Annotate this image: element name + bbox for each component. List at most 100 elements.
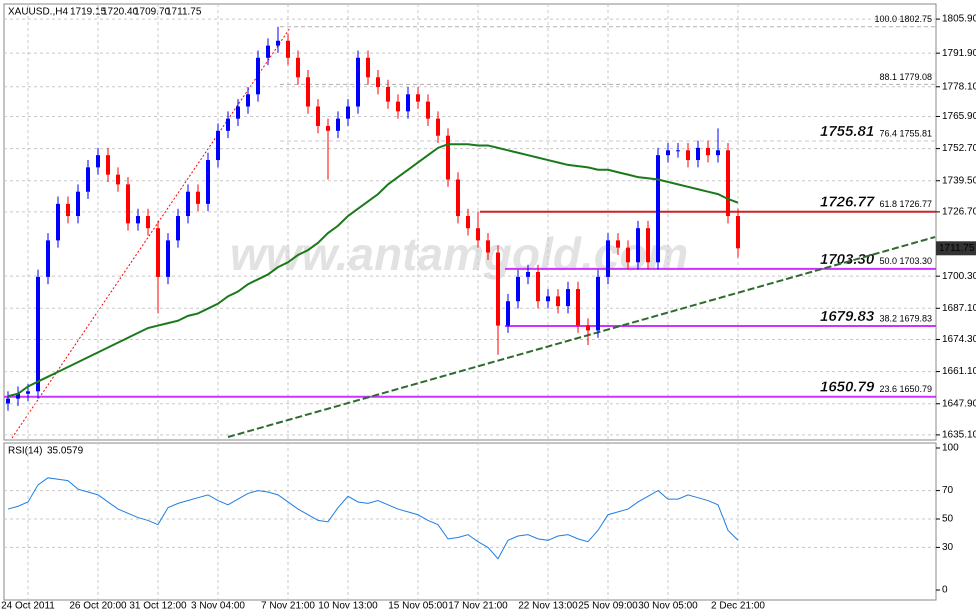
candle-body [216, 130, 220, 161]
price-tag-label: 1711.75 [939, 243, 975, 254]
candle-body [146, 216, 150, 229]
fib-ratio: 61.8 [879, 199, 897, 209]
candle-body [156, 228, 160, 277]
moving-average [7, 143, 739, 398]
fib-ratio: 23.6 [879, 384, 897, 394]
y-tick-label: 1739.50 [942, 175, 976, 186]
header-value: 1719.15 [70, 7, 107, 18]
x-tick-label: 15 Nov 05:00 [388, 601, 448, 612]
y-tick-label: 1726.70 [942, 207, 976, 218]
candle-body [6, 398, 10, 404]
fib-price: 1703.30 [899, 256, 932, 266]
candle-body [736, 216, 740, 249]
candle-body [126, 184, 130, 224]
candle-body [366, 57, 370, 78]
header-value: 1720.40 [102, 7, 139, 18]
candle-body [636, 228, 640, 263]
candle-body [116, 174, 120, 185]
candle-body [716, 150, 720, 156]
y-tick-label: 1635.10 [942, 430, 976, 441]
fib-ratio: 88.1 [879, 72, 897, 82]
candle-body [256, 57, 260, 95]
candle-body [496, 252, 500, 326]
candle-body [596, 276, 600, 331]
x-tick-label: 24 Oct 2011 [1, 601, 55, 612]
rsi-value: 35.0579 [47, 446, 84, 457]
candle-body [56, 203, 60, 241]
y-tick-label: 1805.90 [942, 14, 976, 25]
y-tick-label: 1661.10 [942, 366, 976, 377]
candle-body [556, 296, 560, 307]
candle-body [506, 301, 510, 326]
candle-body [706, 147, 710, 156]
candle-body [356, 57, 360, 107]
level-callout: 1726.77 [820, 194, 875, 211]
symbol: XAUUSD.,H4 [8, 7, 68, 18]
x-tick-label: 31 Oct 12:00 [129, 601, 187, 612]
price-tag [936, 241, 976, 256]
candle-body [486, 240, 490, 253]
fib-ratio: 76.4 [879, 128, 897, 138]
level-callout: 1703.30 [820, 251, 875, 268]
y-tick-label: 1791.90 [942, 48, 976, 59]
candle-body [26, 391, 30, 394]
fib-price: 1755.81 [899, 128, 932, 138]
candle-body [376, 77, 380, 88]
candle-body [606, 240, 610, 277]
candle-body [296, 57, 300, 78]
rsi-panel [3, 442, 937, 601]
y-tick-label: 30 [942, 542, 954, 553]
y-tick-label: 1765.90 [942, 111, 976, 122]
fib-ratio: 50.0 [879, 256, 897, 266]
y-tick-label: 1687.10 [942, 303, 976, 314]
candle-body [276, 40, 280, 46]
candle-body [546, 296, 550, 302]
candle-body [66, 203, 70, 217]
candle-body [696, 147, 700, 161]
header-value: 1711.75 [166, 7, 202, 18]
fib-price: 1726.77 [899, 199, 932, 209]
candle-body [386, 87, 390, 102]
fib-anchor-line [11, 27, 291, 439]
candle-body [666, 150, 670, 156]
x-tick-label: 17 Nov 21:00 [448, 601, 508, 612]
y-tick-label: 1700.30 [942, 271, 976, 282]
x-tick-label: 26 Oct 20:00 [69, 601, 127, 612]
candle-body [166, 240, 170, 277]
fib-price: 1650.79 [899, 384, 932, 394]
candle-body [346, 106, 350, 119]
level-callout: 1650.79 [820, 379, 875, 396]
candle-body [106, 155, 110, 175]
candle-body [456, 179, 460, 217]
candle-body [266, 45, 270, 58]
candle-body [566, 289, 570, 307]
x-tick-label: 3 Nov 04:00 [191, 601, 245, 612]
candle-body [656, 155, 660, 263]
candle-body [36, 276, 40, 392]
y-tick-label: 1752.70 [942, 143, 976, 154]
candle-body [586, 325, 590, 331]
candle-body [616, 240, 620, 248]
y-tick-label: 0 [942, 585, 948, 596]
candle-body [476, 228, 480, 241]
y-tick-label: 1647.90 [942, 398, 976, 409]
y-tick-label: 1778.10 [942, 81, 976, 92]
fib-price: 1779.08 [899, 72, 932, 82]
candle-body [236, 106, 240, 119]
fib-ratio: 38.2 [879, 313, 897, 323]
y-tick-label: 50 [942, 514, 954, 525]
rsi-title: RSI(14) [8, 446, 42, 457]
candle-body [416, 94, 420, 102]
x-tick-label: 30 Nov 05:00 [638, 601, 698, 612]
candle-body [406, 94, 410, 112]
header-value: 1709.70 [134, 7, 171, 18]
fib-price: 1802.75 [899, 14, 932, 24]
candle-body [396, 101, 400, 112]
candle-body [246, 94, 250, 107]
level-callout: 1755.81 [820, 123, 874, 140]
candle-body [576, 289, 580, 326]
candle-body [516, 276, 520, 302]
candle-body [196, 191, 200, 204]
candle-body [726, 150, 730, 217]
